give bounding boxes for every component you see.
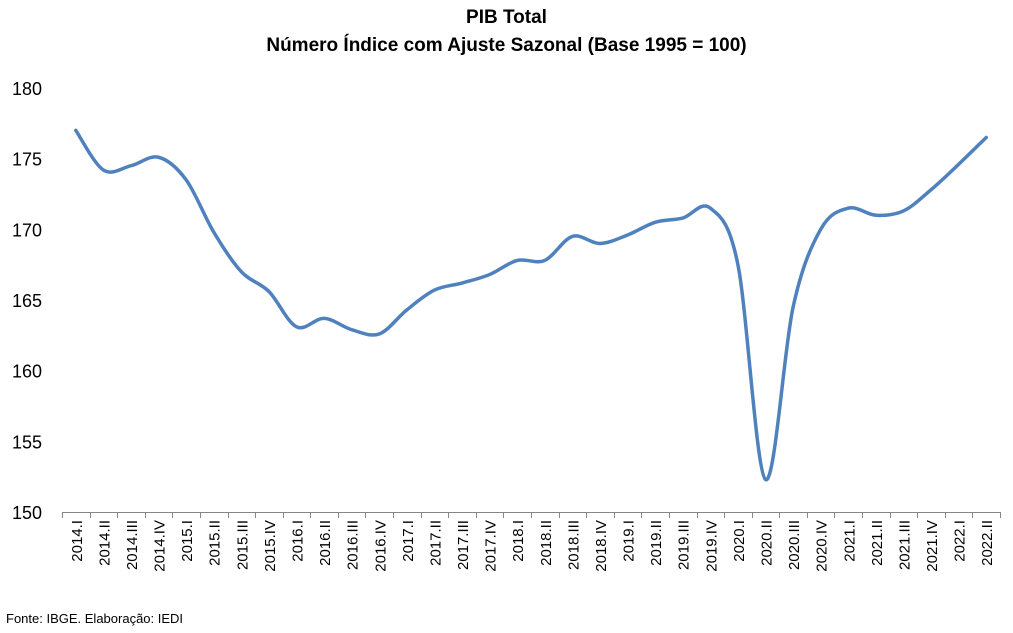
- data-point: [129, 164, 133, 168]
- data-point: [901, 209, 905, 213]
- x-tick-label: 2018.II: [538, 520, 555, 566]
- y-tick-label: 150: [12, 503, 42, 523]
- data-point: [184, 178, 188, 182]
- x-tick-label: 2014.I: [69, 520, 86, 562]
- data-point: [515, 258, 519, 262]
- data-point: [295, 325, 299, 329]
- x-tick-label: 2022.I: [952, 520, 969, 562]
- x-tick-label: 2014.IV: [152, 520, 169, 572]
- y-tick-label: 175: [12, 150, 42, 170]
- x-tick-label: 2019.III: [676, 520, 693, 570]
- data-point: [157, 155, 161, 159]
- y-tick-label: 155: [12, 432, 42, 452]
- x-tick-label: 2018.IV: [593, 520, 610, 572]
- x-tick-label: 2021.III: [896, 520, 913, 570]
- x-tick-label: 2016.III: [345, 520, 362, 570]
- x-tick-label: 2017.II: [427, 520, 444, 566]
- series-line: [74, 128, 988, 482]
- x-tick-label: 2019.I: [621, 520, 638, 562]
- y-tick-label: 170: [12, 220, 42, 240]
- chart-title: PIB Total: [466, 7, 547, 28]
- x-tick-label: 2016.II: [317, 520, 334, 566]
- data-point: [488, 273, 492, 277]
- y-tick-label: 165: [12, 291, 42, 311]
- data-point: [957, 162, 961, 166]
- x-tick-label: 2020.II: [759, 520, 776, 566]
- data-point: [460, 281, 464, 285]
- data-point: [736, 263, 740, 267]
- chart-subtitle: Número Índice com Ajuste Sazonal (Base 1…: [266, 35, 747, 56]
- x-tick-label: 2017.IV: [483, 520, 500, 572]
- data-point: [791, 305, 795, 309]
- x-tick-label: 2021.IV: [924, 520, 941, 572]
- x-tick-label: 2016.IV: [372, 520, 389, 572]
- data-point: [239, 270, 243, 274]
- data-point: [322, 316, 326, 320]
- data-point: [708, 206, 712, 210]
- x-tick-label: 2018.I: [510, 520, 527, 562]
- data-point: [874, 213, 878, 217]
- data-point: [432, 288, 436, 292]
- x-tick-label: 2018.III: [565, 520, 582, 570]
- x-tick-label: 2019.IV: [703, 520, 720, 572]
- data-point: [212, 230, 216, 234]
- data-point: [405, 308, 409, 312]
- x-tick-label: 2015.IV: [262, 520, 279, 572]
- data-point: [846, 206, 850, 210]
- data-point: [543, 258, 547, 262]
- x-tick-label: 2020.I: [731, 520, 748, 562]
- x-tick-label: 2017.III: [455, 520, 472, 570]
- x-tick-label: 2022.II: [979, 520, 996, 566]
- x-tick-label: 2017.I: [400, 520, 417, 562]
- source-note: Fonte: IBGE. Elaboração: IEDI: [6, 611, 184, 626]
- x-tick-label: 2021.II: [869, 520, 886, 566]
- x-tick-label: 2020.IV: [814, 520, 831, 572]
- data-point: [570, 234, 574, 238]
- x-tick-label: 2014.II: [96, 520, 113, 566]
- data-point: [984, 135, 988, 139]
- data-point: [626, 233, 630, 237]
- data-point: [598, 241, 602, 245]
- x-tick-label: 2014.III: [124, 520, 141, 570]
- y-tick-label: 160: [12, 362, 42, 382]
- data-point: [929, 188, 933, 192]
- y-tick-label: 180: [12, 79, 42, 99]
- data-point: [653, 220, 657, 224]
- data-point: [819, 227, 823, 231]
- data-point: [267, 290, 271, 294]
- x-tick-label: 2020.III: [786, 520, 803, 570]
- x-tick-label: 2015.III: [234, 520, 251, 570]
- data-point: [101, 168, 105, 172]
- x-tick-label: 2015.I: [179, 520, 196, 562]
- x-tick-label: 2015.II: [207, 520, 224, 566]
- data-point: [764, 477, 768, 481]
- x-tick-label: 2021.I: [841, 520, 858, 562]
- x-tick-label: 2016.I: [290, 520, 307, 562]
- data-point: [350, 328, 354, 332]
- data-point: [681, 216, 685, 220]
- data-point: [74, 128, 78, 132]
- data-point: [377, 332, 381, 336]
- x-tick-label: 2019.II: [648, 520, 665, 566]
